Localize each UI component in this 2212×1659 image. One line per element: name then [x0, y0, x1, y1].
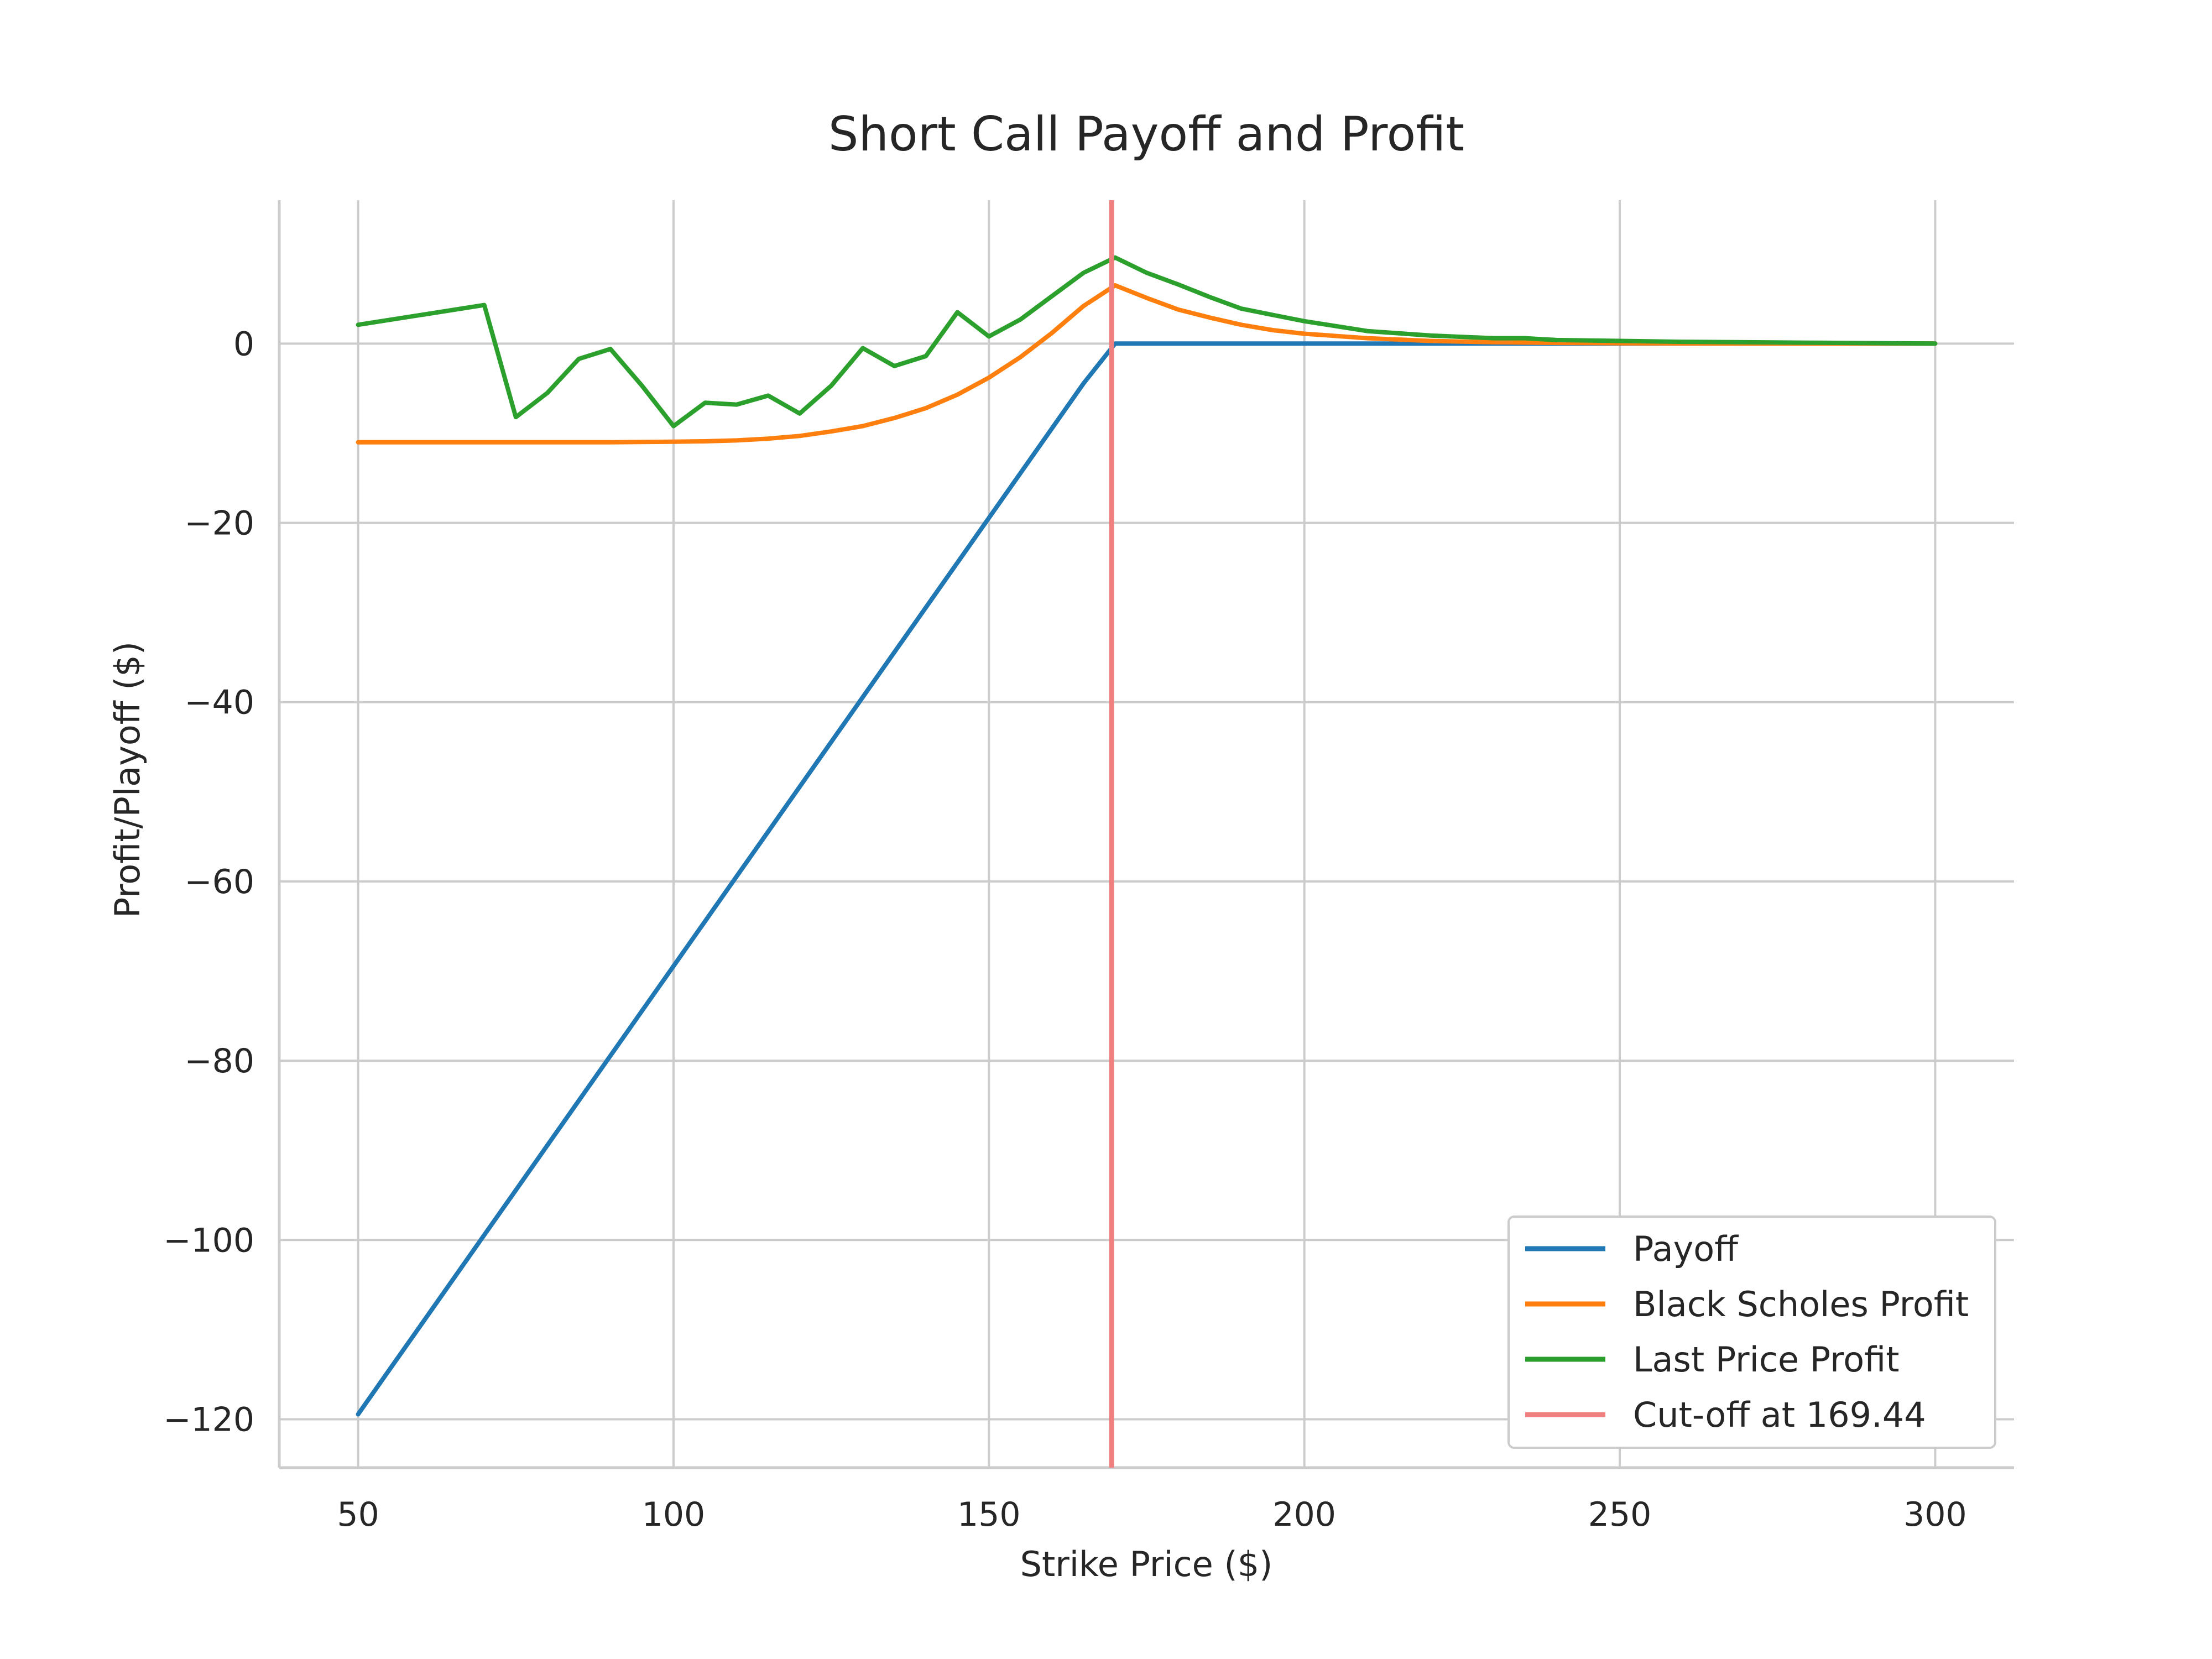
y-tick-label: −100 [163, 1221, 254, 1260]
series-line-1 [356, 283, 1938, 445]
grid [279, 200, 2014, 1468]
legend: Payoff Black Scholes Profit Last Price Pro… [1507, 1215, 1996, 1449]
series-lines [356, 200, 1938, 1468]
x-tick-label: 300 [1903, 1495, 1967, 1534]
y-axis-label: Profit/Playoff ($) [107, 641, 148, 918]
y-tick-label: −60 [184, 863, 254, 901]
legend-label: Cut-off at 169.44 [1633, 1395, 1926, 1435]
y-tick-label: −20 [184, 504, 254, 543]
chart-title: Short Call Payoff and Profit [828, 107, 1464, 162]
legend-items: Payoff Black Scholes Profit Last Price Pro… [1525, 1229, 1969, 1435]
axes-spines [278, 200, 2014, 1469]
y-tick-label: −120 [163, 1400, 254, 1439]
y-tick-label: −80 [184, 1042, 254, 1081]
x-tick-label: 150 [957, 1495, 1021, 1534]
x-tick-label: 250 [1588, 1495, 1652, 1534]
series-line-2 [356, 255, 1938, 429]
y-tick-label: −40 [184, 684, 254, 722]
y-tick-label: 0 [233, 325, 254, 363]
x-tick-label: 50 [337, 1495, 379, 1534]
tick-labels: 50 100 150 200 250 300 0 −20 −40 −60 −80 −100 −120 [163, 325, 1966, 1534]
x-tick-label: 200 [1272, 1495, 1336, 1534]
legend-label: Black Scholes Profit [1633, 1284, 1969, 1324]
legend-label: Last Price Profit [1633, 1339, 1900, 1380]
x-tick-label: 100 [642, 1495, 706, 1534]
x-axis-label: Strike Price ($) [1020, 1544, 1273, 1584]
legend-box [1507, 1215, 1996, 1449]
legend-label: Payoff [1633, 1229, 1739, 1269]
